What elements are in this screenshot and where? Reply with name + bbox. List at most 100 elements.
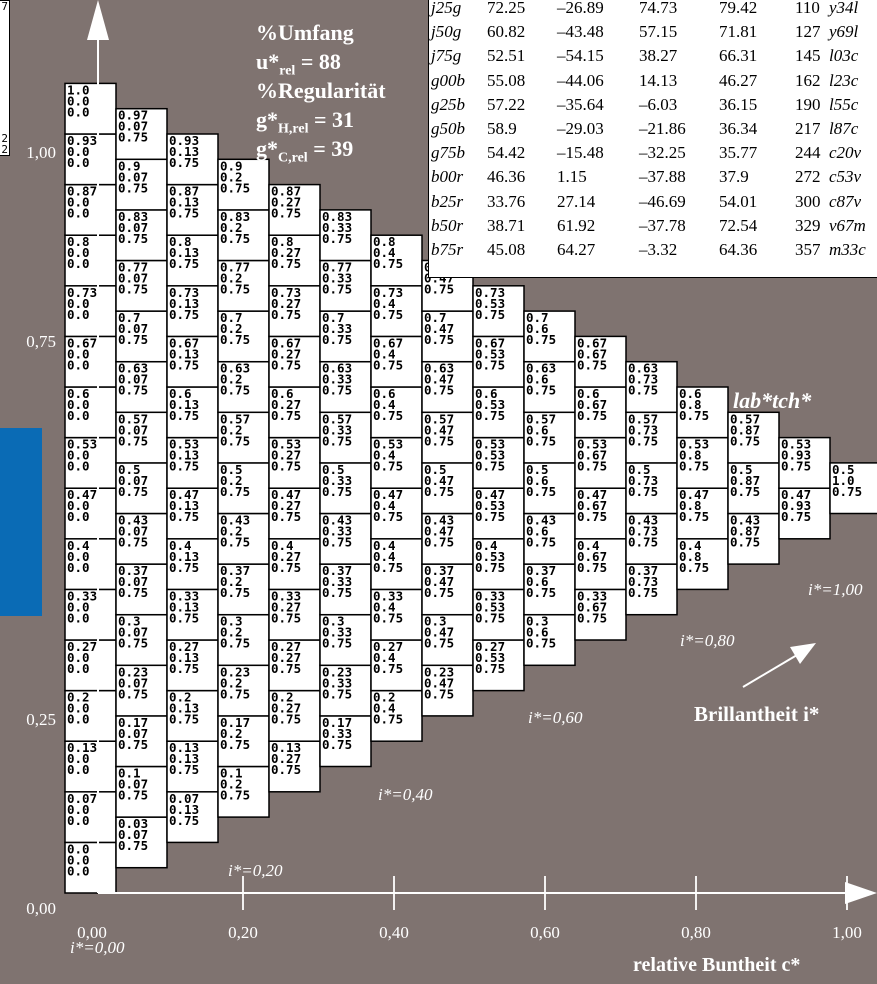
grid-cell: 0.50.730.75	[625, 462, 678, 515]
cell-value-1: 0.53	[373, 437, 403, 452]
table-cell-c: 64.36	[719, 240, 758, 259]
table-cell-c: 35.77	[719, 143, 758, 163]
cell-value-1: 0.33	[475, 588, 505, 603]
cell-value-2: 0.13	[169, 599, 199, 614]
cell-value-2: 0.13	[169, 650, 199, 665]
grid-cell: 0.60.40.75	[370, 386, 423, 439]
cell-value-3: 0.75	[220, 737, 250, 752]
grid-cell: 0.430.60.75	[523, 513, 576, 565]
cell-value-1: 0.37	[424, 563, 454, 578]
grid-cell: 0.80.00.0	[64, 234, 117, 287]
cell-value-2: 0.0	[67, 397, 90, 412]
cell-value-2: 0.53	[475, 650, 505, 665]
cell-value-2: 0.4	[373, 599, 396, 614]
cell-value-1: 0.13	[67, 740, 97, 755]
cell-value-1: 0.4	[475, 538, 498, 553]
cell-value-3: 0.0	[67, 610, 90, 625]
cell-value-1: 0.47	[271, 487, 301, 502]
cell-value-1: 0.4	[373, 538, 396, 553]
grid-cell: 0.70.60.75	[523, 310, 576, 363]
cell-value-2: 0.67	[577, 599, 607, 614]
grid-cell: 0.60.670.75	[574, 386, 627, 439]
cell-value-2: 0.8	[679, 549, 702, 564]
table-cell-b: –6.03	[639, 94, 678, 114]
table-cell-a: –44.06	[557, 70, 604, 90]
cell-value-3: 0.75	[424, 332, 454, 347]
cell-value-2: 0.33	[322, 473, 352, 488]
cell-value-2: 0.07	[118, 675, 148, 690]
cell-value-1: 0.37	[118, 563, 148, 578]
cell-value-1: 0.3	[526, 614, 549, 629]
grid-cell: 0.470.00.0	[64, 487, 117, 540]
table-cell-l: 58.9	[487, 119, 517, 138]
table-cell-name: b75r	[431, 240, 464, 259]
grid-cell: 0.60.00.0	[64, 386, 117, 439]
cell-value-3: 0.75	[322, 332, 352, 347]
x-tick-label: 0,60	[530, 923, 560, 942]
cell-value-3: 0.75	[577, 610, 607, 625]
table-cell-name: j25g	[431, 0, 462, 17]
cell-value-3: 0.0	[67, 357, 90, 372]
grid-cell: 0.470.670.75	[574, 487, 627, 540]
x-axis-arrow	[845, 882, 877, 904]
cell-value-3: 0.75	[169, 813, 199, 828]
cell-value-2: 0.2	[220, 321, 243, 336]
cell-value-1: 0.87	[67, 184, 97, 199]
grid-cell: 0.40.530.75	[472, 538, 525, 591]
table-cell-l: 54.42	[487, 143, 526, 163]
cell-value-1: 0.23	[424, 664, 454, 679]
grid-cell: 0.670.670.75	[574, 335, 627, 388]
cell-value-1: 0.57	[220, 411, 250, 426]
cell-value-2: 0.0	[67, 296, 90, 311]
cell-value-1: 0.67	[373, 335, 403, 350]
grid-cell: 0.70.330.75	[319, 310, 372, 363]
cell-value-2: 0.47	[424, 675, 454, 690]
grid-cell: 0.670.270.75	[268, 335, 321, 388]
cell-value-2: 0.6	[526, 372, 549, 387]
cell-value-1: 0.33	[577, 588, 607, 603]
regularitaet-label: %Regularität	[256, 78, 386, 103]
table-cell-b: –46.69	[639, 191, 686, 211]
cell-value-2: 0.53	[475, 448, 505, 463]
cell-value-2: 0.13	[169, 346, 199, 361]
table-cell-name: g25b	[431, 94, 465, 114]
grid-cell: 0.40.130.75	[166, 538, 219, 591]
cell-value-2: 0.0	[67, 802, 90, 817]
cell-value-1: 0.23	[322, 664, 352, 679]
cell-value-2: 0.47	[424, 372, 454, 387]
cell-value-3: 0.75	[475, 661, 505, 676]
i-label: i*=0,40	[378, 785, 433, 804]
cell-value-3: 0.0	[67, 256, 90, 271]
cell-value-1: 0.37	[220, 563, 250, 578]
cell-value-3: 0.75	[220, 282, 250, 297]
cell-value-2: 0.6	[526, 473, 549, 488]
grid-cell: 0.570.20.75	[217, 411, 270, 464]
cell-value-3: 0.75	[577, 408, 607, 423]
grid-cell: 0.830.330.75	[319, 209, 372, 262]
cell-value-3: 0.0	[67, 560, 90, 575]
cell-value-3: 0.75	[475, 459, 505, 474]
cell-value-3: 0.75	[424, 484, 454, 499]
cell-value-1: 0.4	[169, 538, 192, 553]
grid-cell: 0.530.80.75	[676, 437, 729, 489]
cell-value-2: 0.4	[373, 549, 396, 564]
y-tick-label: 1,00	[26, 143, 56, 162]
cell-value-2: 0.47	[424, 422, 454, 437]
cell-value-1: 0.6	[577, 386, 600, 401]
cell-value-3: 0.75	[118, 433, 148, 448]
grid-cell: 0.50.870.75	[727, 462, 780, 515]
table-cell-c: 66.31	[719, 46, 758, 66]
cell-value-2: 0.67	[577, 346, 607, 361]
grid-cell: 0.770.070.75	[115, 260, 168, 312]
cell-value-2: 0.67	[577, 549, 607, 564]
table-cell-c: 36.15	[719, 94, 758, 114]
cell-value-3: 0.75	[322, 636, 352, 651]
cell-value-2: 0.4	[373, 448, 396, 463]
cell-value-2: 0.27	[271, 498, 301, 513]
grid-cell: 0.470.930.75	[778, 487, 831, 540]
cell-value-3: 0.75	[220, 180, 250, 195]
grid-cell: 0.630.470.75	[421, 361, 474, 414]
cell-value-1: 0.67	[577, 335, 607, 350]
cell-value-3: 0.75	[475, 560, 505, 575]
cell-value-1: 0.47	[169, 487, 199, 502]
